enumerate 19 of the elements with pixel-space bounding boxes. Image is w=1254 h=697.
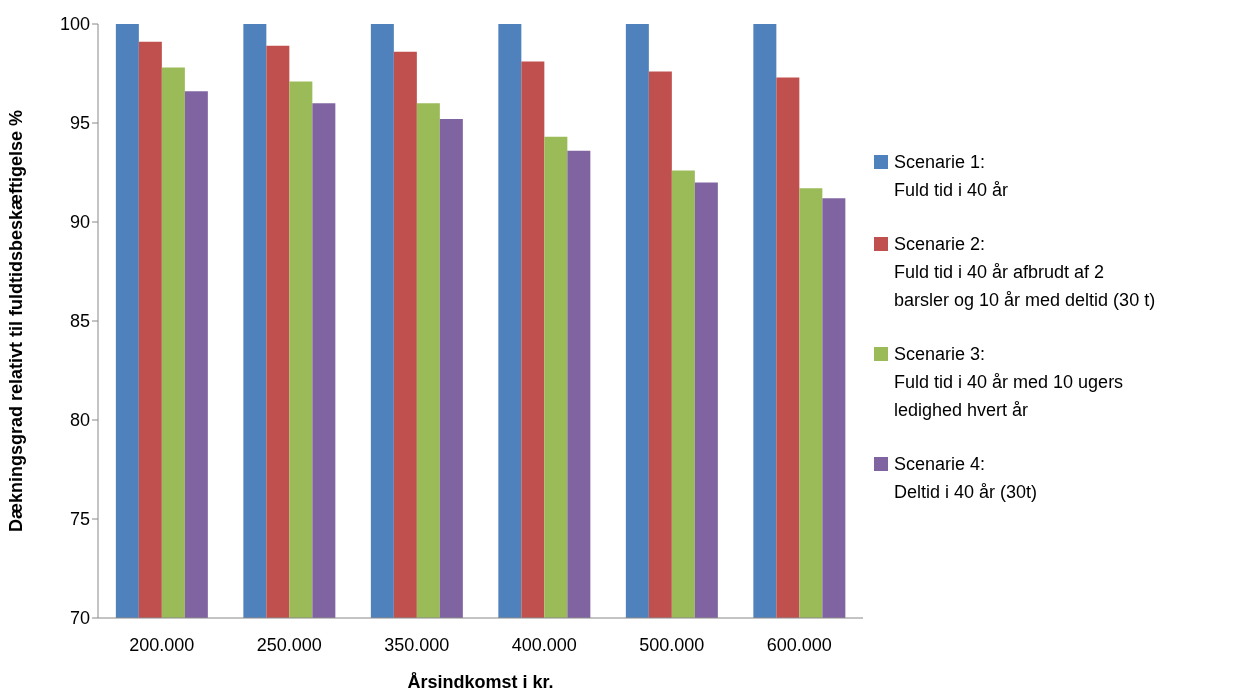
- legend-label: Scenarie 4: Deltid i 40 år (30t): [894, 453, 1038, 504]
- y-tick-label: 70: [69, 608, 90, 629]
- x-tick-label: 350.000: [384, 634, 450, 655]
- y-tick-label: 100: [59, 14, 90, 35]
- y-tick-label: 80: [69, 410, 90, 431]
- x-tick-label: 500.000: [639, 634, 705, 655]
- y-tick-label: 85: [69, 311, 90, 332]
- legend-label: Scenarie 3: Fuld tid i 40 år med 10 ugers ledighed hvert år: [894, 343, 1124, 422]
- x-tick-label: 200.000: [129, 634, 195, 655]
- x-tick-label: 600.000: [766, 634, 832, 655]
- legend-label: Scenarie 1: Fuld tid i 40 år: [894, 151, 1009, 202]
- y-tick-label: 75: [69, 509, 90, 530]
- y-tick-label: 90: [69, 212, 90, 233]
- y-tick-label: 95: [69, 113, 90, 134]
- x-axis-title: Årsindkomst i kr.: [407, 672, 554, 692]
- x-tick-label: 400.000: [511, 634, 577, 655]
- y-axis-title: Dækningsgrad relativt til fuldtidsbeskæftigelse %: [6, 109, 27, 533]
- legend-label: Scenarie 2: Fuld tid i 40 år afbrudt af 2 barsler og 10 år med deltid (30 t): [894, 233, 1156, 312]
- x-tick-label: 250.000: [256, 634, 322, 655]
